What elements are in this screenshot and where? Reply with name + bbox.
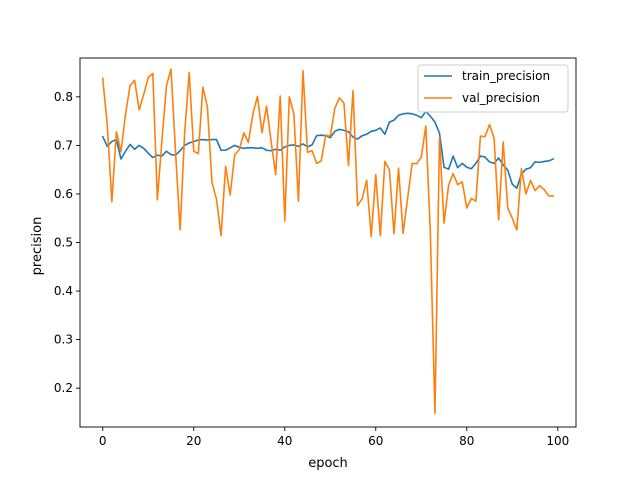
x-tick-label: 20 bbox=[186, 434, 201, 448]
legend-label-val_precision: val_precision bbox=[462, 91, 540, 105]
y-tick-label: 0.2 bbox=[54, 381, 73, 395]
y-tick-label: 0.8 bbox=[54, 90, 73, 104]
y-tick-label: 0.6 bbox=[54, 187, 73, 201]
series-line-val_precision bbox=[101, 68, 555, 415]
x-tick-label: 40 bbox=[277, 434, 292, 448]
legend-box bbox=[417, 64, 569, 113]
legend-label-train_precision: train_precision bbox=[462, 69, 550, 83]
x-tick-label: 100 bbox=[546, 434, 569, 448]
y-axis-label: precision bbox=[30, 217, 45, 276]
x-axis-label: epoch bbox=[308, 456, 348, 471]
x-tick-label: 60 bbox=[368, 434, 383, 448]
y-tick-label: 0.7 bbox=[54, 138, 73, 152]
y-tick-label: 0.4 bbox=[54, 284, 73, 298]
x-tick-label: 0 bbox=[99, 434, 107, 448]
axes-layer: 0 20 40 60 80 100 0.2 0.3 0.4 0.5 0.6 0.7 0.8 bbox=[54, 57, 577, 448]
y-tick-label: 0.5 bbox=[54, 236, 73, 250]
x-tick-label: 80 bbox=[459, 434, 474, 448]
legend: train_precision val_precision bbox=[417, 64, 569, 113]
series-layer bbox=[101, 68, 555, 415]
y-tick-label: 0.3 bbox=[54, 333, 73, 347]
